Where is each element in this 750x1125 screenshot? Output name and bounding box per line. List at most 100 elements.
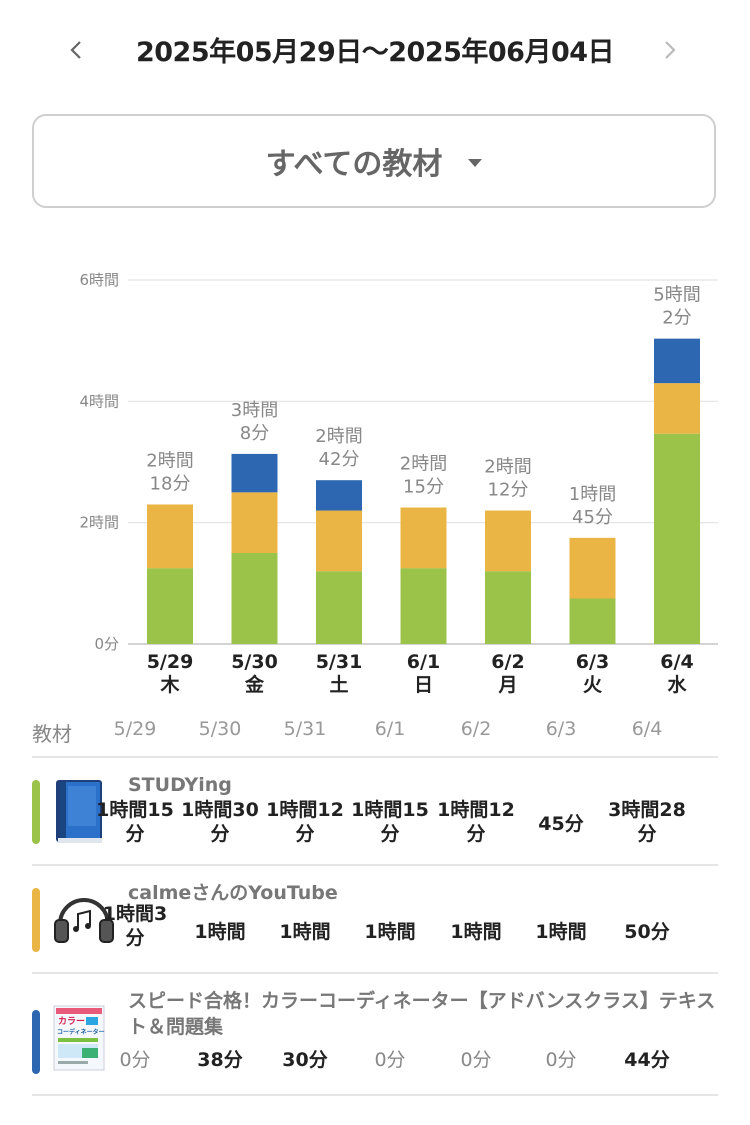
bar-segment xyxy=(485,571,531,644)
bar-total-label: 2時間 xyxy=(146,450,193,471)
material-name: スピード合格！カラーコーディネーター【アドバンスクラス】テキスト＆問題集 xyxy=(128,990,716,1038)
bar-segment xyxy=(147,504,193,569)
x-weekday-label: 土 xyxy=(329,674,348,696)
x-tick-label: 6/1 xyxy=(407,651,440,673)
daily-time-value: 30分 xyxy=(282,1049,328,1071)
previous-week-button[interactable] xyxy=(56,28,96,72)
chevron-right-icon xyxy=(665,41,676,59)
daily-time-value: 1時間30 分 xyxy=(181,799,259,845)
bar-total-label: 1時間 xyxy=(569,484,616,505)
material-color-marker xyxy=(32,888,40,952)
x-tick-label: 6/2 xyxy=(491,651,524,673)
bar-segment xyxy=(654,433,700,644)
bar-segment xyxy=(569,537,616,599)
daily-time-value: 0分 xyxy=(374,1049,406,1071)
x-weekday-label: 日 xyxy=(414,674,433,696)
daily-time-value: 1時間 xyxy=(194,921,246,943)
bar-total-label: 2時間 xyxy=(484,457,531,478)
x-weekday-label: 金 xyxy=(244,673,265,696)
daily-time-value: 1時間12 分 xyxy=(266,799,344,845)
bar-segment xyxy=(316,480,362,511)
x-tick-label: 5/29 xyxy=(147,651,194,673)
bar-total-label: 2分 xyxy=(662,308,691,329)
headphones-icon xyxy=(52,886,114,950)
bar-segment xyxy=(654,338,700,384)
bar-total-label: 2時間 xyxy=(400,454,447,475)
bar-total-label: 42分 xyxy=(319,449,360,470)
table-header-day: 5/31 xyxy=(283,718,327,740)
bar-total-label: 15分 xyxy=(403,477,444,498)
material-filter-dropdown[interactable]: すべての教材 xyxy=(32,114,716,208)
daily-time-value: 1時間 xyxy=(279,921,331,943)
bar-segment xyxy=(400,507,447,569)
daily-time-value: 1時間3 分 xyxy=(102,903,168,949)
table-header-day: 6/4 xyxy=(631,718,663,740)
table-row[interactable]: STUDYing 1時間15 分 1時間30 分 1時間12 分 1時間15 分 1時間12 分 45… xyxy=(32,758,718,866)
date-range-header: 2025年05月29日〜2025年06月04日 xyxy=(0,0,750,100)
daily-time-value: 3時間28 分 xyxy=(608,799,686,845)
daily-time-value: 0分 xyxy=(119,1049,151,1071)
bar-total-label: 45分 xyxy=(572,507,613,528)
svg-text:コーディネーター: コーディネーター xyxy=(57,1028,105,1036)
table-row[interactable]: calmeさんのYouTube 1時間3 分 1時間 1時間 1時間 1時間 1時間 50分 xyxy=(32,866,718,974)
table-row[interactable]: カラー コーディネーター スピード合格！カラーコーディネーター【アドバンスクラス】テ… xyxy=(32,974,718,1096)
material-breakdown-table: 教材 5/29 5/30 5/31 6/1 6/2 6/3 6/4 STUDYing 1時間1… xyxy=(32,710,718,1096)
bar-segment xyxy=(316,510,362,572)
chevron-left-icon xyxy=(70,41,81,59)
material-name: STUDYing xyxy=(128,774,232,796)
x-tick-label: 6/3 xyxy=(576,651,609,673)
weekly-study-chart: 0分2時間4時間6時間2時間18分5/29木3時間8分5/30金2時間42分5/… xyxy=(79,271,718,696)
bar-total-label: 5時間 xyxy=(653,285,700,306)
textbook-cover-icon: カラー コーディネーター xyxy=(52,1004,108,1071)
daily-time-value: 45分 xyxy=(538,813,584,835)
daily-time-value: 0分 xyxy=(545,1049,577,1071)
daily-time-value: 1時間 xyxy=(364,921,416,943)
daily-time-value: 1時間 xyxy=(450,921,502,943)
material-name: calmeさんのYouTube xyxy=(128,882,338,904)
x-tick-label: 5/30 xyxy=(231,651,278,673)
daily-time-value: 1時間12 分 xyxy=(437,799,515,845)
x-weekday-label: 木 xyxy=(159,673,180,696)
daily-time-value: 50分 xyxy=(624,921,670,943)
y-tick-label: 4時間 xyxy=(79,392,119,410)
book-icon xyxy=(52,778,108,843)
bar-segment xyxy=(316,571,362,644)
table-header: 教材 5/29 5/30 5/31 6/1 6/2 6/3 6/4 xyxy=(32,710,718,758)
bar-segment xyxy=(231,453,278,493)
daily-time-value: 0分 xyxy=(460,1049,492,1071)
y-tick-label: 0分 xyxy=(94,635,119,653)
material-color-marker xyxy=(32,780,40,844)
bar-total-label: 3時間 xyxy=(231,400,278,421)
daily-time-value: 1時間15 分 xyxy=(351,799,429,845)
caret-down-icon xyxy=(468,159,483,167)
x-weekday-label: 月 xyxy=(497,674,517,696)
bar-segment xyxy=(654,383,700,434)
bar-total-label: 8分 xyxy=(240,423,269,444)
y-tick-label: 2時間 xyxy=(79,514,119,532)
bar-segment xyxy=(147,568,193,644)
x-weekday-label: 水 xyxy=(667,674,687,696)
bar-segment xyxy=(400,568,447,644)
date-range-title: 2025年05月29日〜2025年06月04日 xyxy=(135,37,615,68)
table-header-day: 5/30 xyxy=(198,718,242,740)
table-header-day: 6/3 xyxy=(545,718,577,740)
material-filter-label: すべての教材 xyxy=(265,147,443,182)
daily-time-value: 38分 xyxy=(197,1049,243,1071)
table-header-day: 6/2 xyxy=(460,718,492,740)
bar-total-label: 2時間 xyxy=(315,426,362,447)
svg-text:カラー: カラー xyxy=(58,1016,85,1027)
bar-segment xyxy=(231,553,278,644)
next-week-button[interactable] xyxy=(650,28,690,72)
table-header-label: 教材 xyxy=(32,722,72,746)
material-color-marker xyxy=(32,1010,40,1074)
y-tick-label: 6時間 xyxy=(79,271,119,289)
bar-segment xyxy=(485,510,531,572)
bar-segment xyxy=(231,492,278,553)
bar-total-label: 12分 xyxy=(488,480,529,501)
x-tick-label: 5/31 xyxy=(316,651,363,673)
daily-time-value: 1時間15 分 xyxy=(96,799,174,845)
bar-segment xyxy=(569,598,616,644)
bar-total-label: 18分 xyxy=(150,473,191,494)
daily-time-value: 44分 xyxy=(624,1049,670,1071)
table-header-day: 6/1 xyxy=(374,718,406,740)
